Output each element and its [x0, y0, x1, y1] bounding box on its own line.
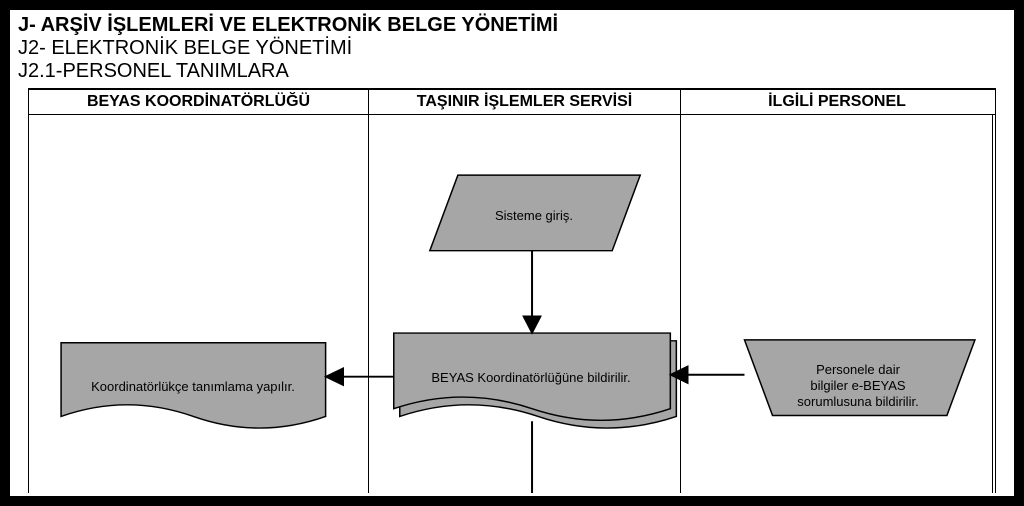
- node-label-n1: Sisteme giriş.: [429, 177, 639, 255]
- lane-header-0: BEYAS KOORDİNATÖRLÜĞÜ: [29, 90, 369, 114]
- lane-header-1: TAŞINIR İŞLEMLER SERVİSİ: [369, 90, 681, 114]
- swimlane-body: Sisteme giriş. BEYAS Koordinatörlüğüne bi…: [28, 115, 996, 493]
- lane-body-1: [369, 115, 681, 493]
- lane-body-0: [29, 115, 369, 493]
- title-sub2: J2.1-PERSONEL TANIMLARA: [18, 60, 1006, 83]
- lane-header-2: İLGİLİ PERSONEL: [681, 90, 993, 114]
- node-label-n2: BEYAS Koordinatörlüğüne bildirilir.: [393, 340, 669, 416]
- lane-body-2: [681, 115, 993, 493]
- swimlane-container: BEYAS KOORDİNATÖRLÜĞÜTAŞINIR İŞLEMLER SE…: [28, 88, 996, 496]
- swimlane-header-row: BEYAS KOORDİNATÖRLÜĞÜTAŞINIR İŞLEMLER SE…: [28, 90, 996, 115]
- document-frame: J- ARŞİV İŞLEMLERİ VE ELEKTRONİK BELGE Y…: [0, 0, 1024, 506]
- title-main: J- ARŞİV İŞLEMLERİ VE ELEKTRONİK BELGE Y…: [18, 14, 1006, 37]
- title-sub1: J2- ELEKTRONİK BELGE YÖNETİMİ: [18, 37, 1006, 60]
- header-block: J- ARŞİV İŞLEMLERİ VE ELEKTRONİK BELGE Y…: [10, 10, 1014, 83]
- node-label-n3: Koordinatörlükçe tanımlama yapılır.: [61, 350, 325, 424]
- node-label-n4: Personele dair bilgiler e-BEYAS sorumlus…: [743, 347, 973, 425]
